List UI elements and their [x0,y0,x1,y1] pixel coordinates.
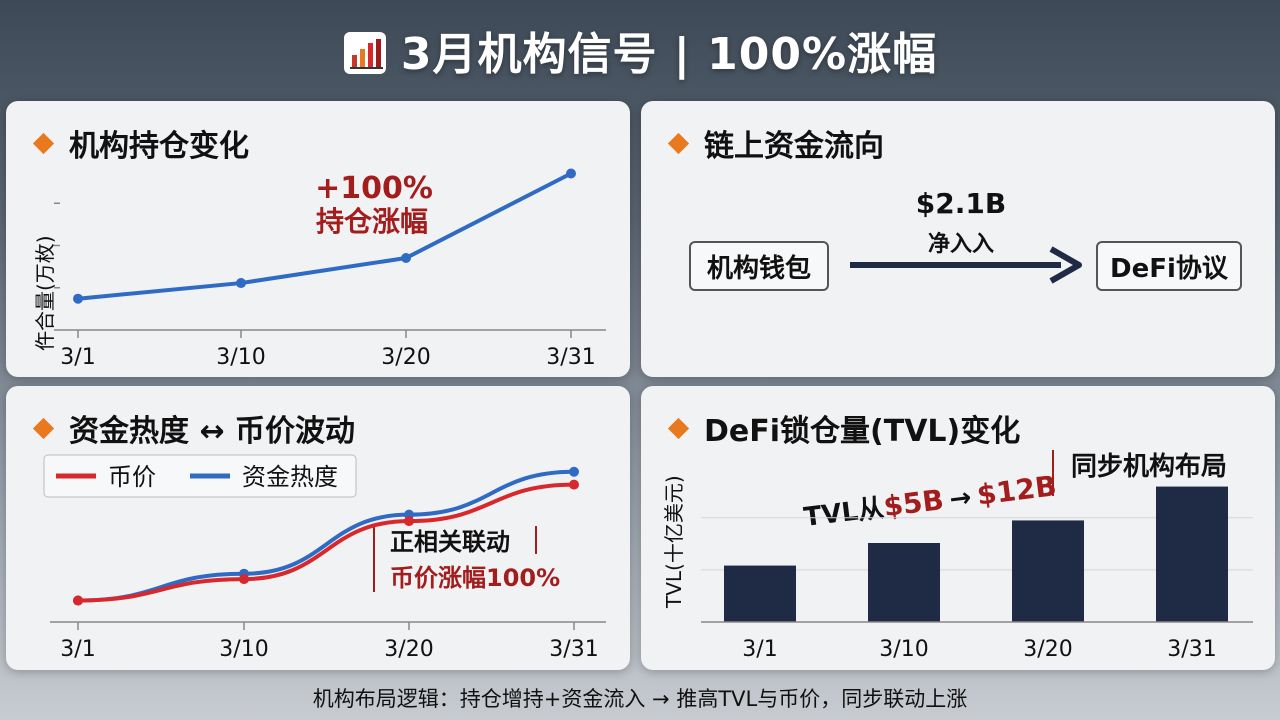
holdings-x-tick-label: 3/20 [381,345,430,370]
flow-title: 链上资金流向 [667,121,884,165]
tvl-x-tick-label: 3/1 [742,637,777,662]
tvl-bar [1012,520,1084,622]
tvl-chart: TVL(十亿美元) TVL从$5B→$12B 同步机构布局 3/1 3/10 3/2… [662,450,1253,662]
tvl-note-right: 同步机构布局 [1071,451,1227,482]
price-series-point [404,516,414,527]
holdings-data-point [73,293,83,304]
heat-x-tick-label: 3/20 [384,637,433,662]
tvl-bar [868,543,940,622]
legend-heat-label: 资金热度 [242,463,338,491]
heat-series-point [569,466,579,477]
tvl-note-arrow: → [948,483,973,515]
price-series-point [73,595,83,606]
price-series-line [77,482,575,603]
holdings-chart: 仵合量(万枚) +100% 持仓涨幅 3/1 3/10 3/20 3/31 [33,168,606,370]
holdings-title-text: 机构持仓变化 [69,129,249,164]
tvl-note-prefix: TVL从$5B→$12B [802,469,1058,533]
heat-series-line [77,469,575,603]
tvl-note-to: $12B [975,469,1058,511]
heat-panel: 资金热度 ↔ 币价波动 币价 资金热度 正相关联动 币价涨幅100% 3/1 3/… [6,386,630,670]
defi-protocol-label: DeFi协议 [1110,253,1228,284]
flow-title-text: 链上资金流向 [704,129,884,164]
tvl-x-tick-label: 3/20 [1023,637,1072,662]
tvl-title-text: DeFi锁仓量(TVL)变化 [704,414,1021,449]
holdings-x-tick-label: 3/10 [216,345,265,370]
footer-note: 机构布局逻辑：持仓增持+资金流入 → 推高TVL与币价，同步联动上涨 [312,687,968,711]
tvl-x-tick-label: 3/31 [1167,637,1216,662]
heat-x-tick-label: 3/10 [219,637,268,662]
tvl-note-from: $5B [882,483,946,523]
holdings-annotation-value: +100% [315,171,433,206]
tvl-note-prefix-text: TVL从 [802,493,885,533]
heat-x-tick-label: 3/1 [60,637,95,662]
bar-chart-icon [343,32,386,74]
legend-price-label: 币价 [108,463,156,491]
tvl-x-tick-label: 3/10 [879,637,928,662]
heat-note-line1: 正相关联动 [390,528,510,556]
holdings-x-tick-label: 3/1 [60,345,95,370]
tvl-bar [724,565,796,622]
tvl-panel: DeFi锁仓量(TVL)变化 TVL(十亿美元) TVL从$5B→$12B 同步… [641,386,1275,670]
heat-x-tick-label: 3/31 [549,637,598,662]
holdings-annotation-label: 持仓涨幅 [316,205,428,238]
holdings-title: 机构持仓变化 [32,121,249,165]
holdings-y-label: 仵合量(万枚) [33,235,57,351]
holdings-series-line [77,171,572,301]
heat-chart: 币价 资金热度 正相关联动 币价涨幅100% 3/1 3/10 3/20 3/31 [43,454,606,662]
tvl-bar [1156,486,1228,622]
heat-title: 资金热度 ↔ 币价波动 [32,406,355,450]
holdings-panel: 机构持仓变化 仵合量(万枚) +100% 持仓涨幅 3/1 3/10 3/20 3/3… [6,101,630,377]
heat-title-text: 资金热度 ↔ 币价波动 [69,414,356,449]
institution-wallet-label: 机构钱包 [706,253,811,284]
defi-protocol-box: DeFi协议 [1096,241,1242,291]
tvl-title: DeFi锁仓量(TVL)变化 [667,406,1020,450]
price-series-point [569,479,579,490]
institution-wallet-box: 机构钱包 [689,241,829,291]
flow-label: 净入入 [927,232,994,257]
holdings-data-point [401,253,411,264]
holdings-x-tick-label: 3/31 [546,345,595,370]
flow-amount: $2.1B [915,187,1007,220]
title-text: 3月机构信号 | 100%涨幅 [400,29,938,80]
holdings-data-point [236,278,246,289]
flow-arrow-icon [850,246,1082,284]
flow-panel: 链上资金流向 机构钱包 DeFi协议 $2.1B 净入入 [641,101,1275,377]
holdings-data-point [566,168,576,179]
price-series-point [239,574,249,585]
heat-note-line2: 币价涨幅100% [390,564,560,592]
tvl-y-label: TVL(十亿美元) [662,475,686,609]
page-title: 3月机构信号 | 100%涨幅 [0,18,1280,82]
